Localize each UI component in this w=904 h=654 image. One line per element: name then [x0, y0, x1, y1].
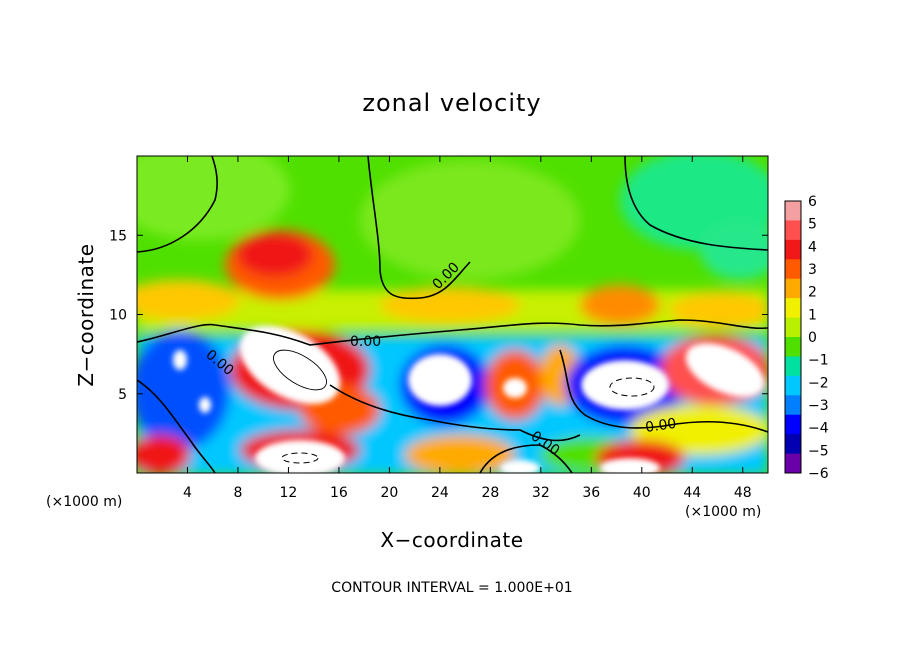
colorbar-swatch: [785, 220, 801, 241]
x-tick-label: 32: [532, 485, 550, 501]
colorbar-swatch: [785, 317, 801, 338]
y-tick-label: 10: [109, 308, 127, 324]
colorbar-swatch: [785, 239, 801, 260]
chart-title: zonal velocity: [362, 89, 541, 117]
colorbar-swatch: [785, 356, 801, 377]
x-tick-label: 48: [734, 485, 752, 501]
y-axis-ticks: 5 10 15: [109, 228, 768, 403]
heatmap-field: [137, 156, 768, 473]
y-tick-label: 5: [118, 387, 127, 403]
colorbar-tick-label: −5: [808, 443, 829, 459]
colorbar-tick-label: 2: [808, 285, 817, 301]
colorbar-tick-label: 6: [808, 194, 817, 210]
colorbar-swatch: [785, 201, 801, 221]
colorbar-tick-label: −3: [808, 398, 829, 414]
colorbar-tick-label: 4: [808, 239, 817, 255]
colorbar-tick-label: 1: [808, 307, 817, 323]
colorbar-tick-label: −4: [808, 421, 829, 437]
contour-label: 0.00: [644, 416, 677, 436]
colorbar-swatch: [785, 337, 801, 357]
colorbar-tick-label: −2: [808, 375, 829, 391]
x-axis-units-left: (×1000 m): [46, 494, 122, 510]
x-tick-label: 24: [431, 485, 449, 501]
x-axis-units-right: (×1000 m): [685, 504, 761, 520]
colorbar-tick-label: −1: [808, 353, 829, 369]
colorbar-swatch: [785, 395, 801, 416]
x-tick-label: 4: [183, 485, 192, 501]
colorbar-swatch: [785, 375, 801, 396]
x-axis-ticks: 4 8 12 16 20 24 28 32 36 40 44 48: [183, 156, 752, 501]
y-axis-label: Z−coordinate: [74, 243, 98, 386]
colorbar-frame: [784, 200, 802, 474]
colorbar-tick-label: 5: [808, 217, 817, 233]
colorbar-tick-label: −6: [808, 466, 829, 482]
colorbar-swatch: [785, 298, 801, 319]
x-tick-label: 20: [380, 485, 398, 501]
colorbar-swatch: [785, 434, 801, 455]
x-tick-label: 44: [683, 485, 701, 501]
colorbar-swatch: [785, 278, 801, 299]
contour-interval-note: CONTOUR INTERVAL = 1.000E+01: [331, 580, 572, 596]
colorbar-swatch: [785, 414, 801, 435]
x-tick-label: 36: [582, 485, 600, 501]
x-tick-label: 28: [481, 485, 499, 501]
y-tick-label: 15: [109, 228, 127, 244]
x-tick-label: 12: [280, 485, 298, 501]
colorbar-tick-label: 0: [808, 330, 817, 346]
colorbar-tick-label: 3: [808, 262, 817, 278]
colorbar: 6 5 4 3 2 1 0 −1 −2 −3 −4 −5 −6: [784, 194, 829, 482]
x-tick-label: 40: [633, 485, 651, 501]
x-tick-label: 8: [233, 485, 242, 501]
x-tick-label: 16: [330, 485, 348, 501]
colorbar-swatch: [785, 453, 801, 474]
contour-label: 0.00: [350, 334, 381, 350]
x-axis-label: X−coordinate: [380, 528, 523, 552]
colorbar-swatch: [785, 259, 801, 280]
